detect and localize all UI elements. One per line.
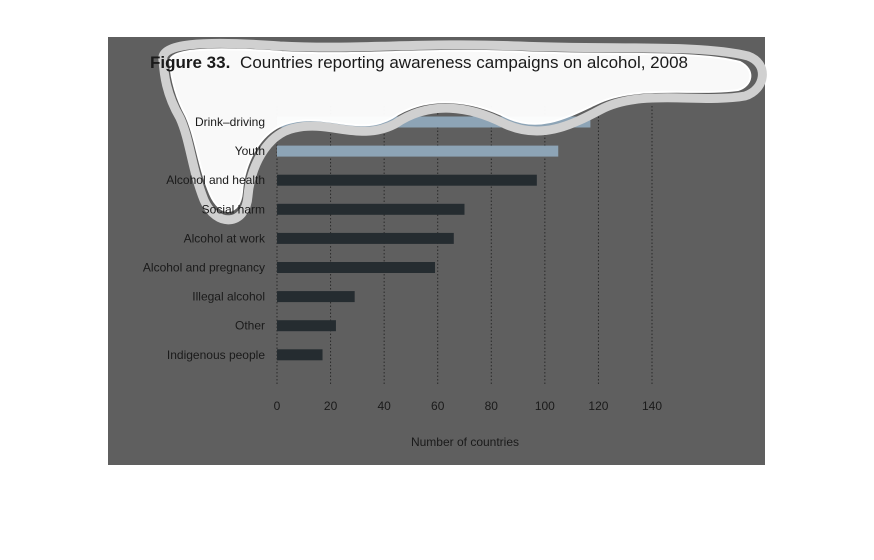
x-axis-title: Number of countries [411,435,519,449]
x-tick-label: 140 [642,399,662,413]
category-label: Other [235,319,265,333]
bars [277,116,591,361]
x-tick-label: 100 [535,399,555,413]
x-tick-label: 20 [324,399,338,413]
x-tick-label: 120 [588,399,608,413]
category-label: Social harm [202,202,265,216]
bar [277,145,559,157]
bar [277,349,323,361]
x-tick-label: 40 [377,399,391,413]
bar [277,232,454,244]
highlight-outline [158,38,767,225]
category-label: Alcohol and pregnancy [143,261,265,275]
chart-title: Figure 33. Countries reporting awareness… [150,53,688,72]
x-tick-label: 0 [274,399,281,413]
x-tick-label: 60 [431,399,445,413]
category-label: Youth [235,144,265,158]
bar [277,262,436,273]
x-tick-labels: 0 20 40 60 80 100 120 140 [274,399,663,413]
bar [277,320,336,332]
category-label: Alcohol and health [166,173,265,187]
category-label: Indigenous people [167,348,265,362]
bar [277,203,465,215]
category-labels: Drink–driving Youth Alcohol and health Soci… [143,115,266,362]
category-label: Illegal alcohol [192,290,265,304]
bar [277,291,355,303]
bar [277,174,537,186]
figure-number: Figure 33. [150,53,230,72]
category-label: Alcohol at work [184,231,266,245]
figure-title: Countries reporting awareness campaigns … [240,53,688,72]
highlight-inner [169,48,752,212]
x-tick-label: 80 [485,399,499,413]
bar [277,116,591,128]
category-label: Drink–driving [195,115,265,129]
